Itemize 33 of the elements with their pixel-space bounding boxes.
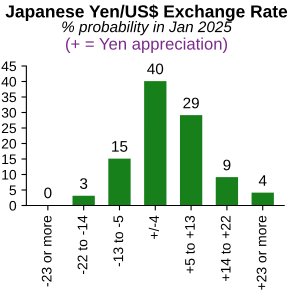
data-label: 0 [44, 187, 52, 198]
x-tick-label: -13 to -5 [113, 216, 124, 266]
x-tick-label: +23 or more [256, 216, 266, 290]
y-tick-label: 0 [9, 200, 16, 211]
bar [216, 177, 238, 206]
x-tick-label: +14 to +22 [220, 216, 231, 281]
y-tick-label: 45 [2, 61, 16, 72]
x-tick-label: -22 to -14 [78, 216, 88, 274]
y-tick-label: 5 [9, 185, 16, 196]
data-label: 15 [112, 141, 128, 152]
bar [144, 81, 166, 206]
chart-subtitle: % probability in Jan 2025 [62, 21, 232, 36]
y-tick-label: 10 [2, 170, 16, 180]
chart-title: Japanese Yen/US$ Exchange Rate [6, 4, 288, 22]
x-tick-label: -23 or more [42, 216, 52, 286]
data-label: 9 [223, 160, 230, 170]
y-tick-label: 20 [2, 138, 16, 149]
bar [252, 192, 274, 206]
bar [180, 115, 202, 206]
data-label: 3 [80, 178, 88, 190]
data-label: 4 [258, 175, 267, 186]
y-tick-label: 30 [2, 108, 16, 118]
bar [72, 196, 95, 206]
y-tick-label: 35 [2, 92, 16, 102]
x-tick-label: +/-4 [148, 216, 160, 239]
y-tick-label: 40 [2, 76, 16, 87]
data-label: 29 [183, 98, 199, 108]
y-tick-label: 25 [2, 123, 16, 134]
y-tick-label: 15 [2, 154, 16, 164]
bar [108, 158, 131, 206]
text: (+ = Yen appreciation) [66, 38, 228, 54]
x-tick-label: +5 to +13 [184, 216, 195, 274]
data-label: 40 [147, 63, 164, 74]
